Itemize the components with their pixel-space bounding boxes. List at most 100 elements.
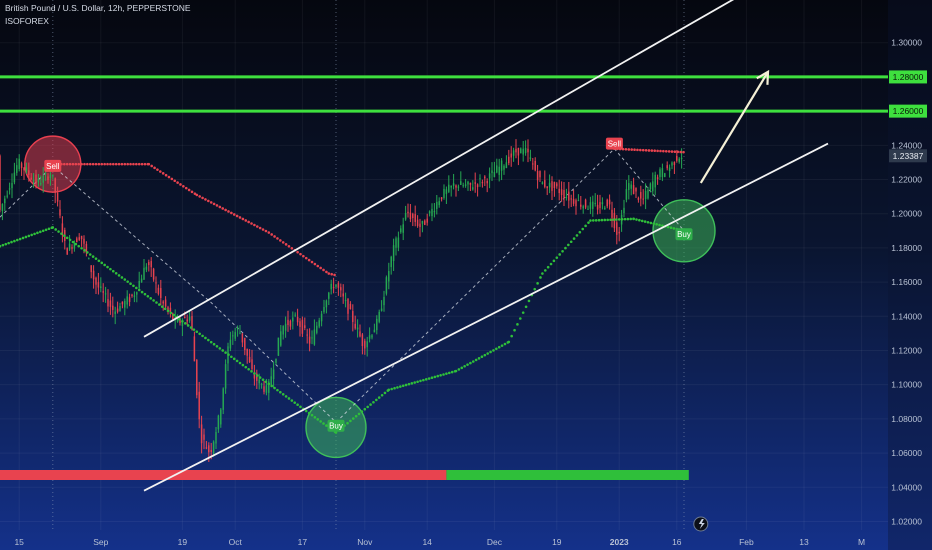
candle-down <box>613 212 616 229</box>
trailing-stop-dot-red <box>639 148 642 152</box>
candle-up <box>644 190 647 200</box>
candle-up <box>356 327 359 330</box>
trailing-stop-dot-green <box>442 373 445 376</box>
trailing-stop-dot-green <box>39 230 42 234</box>
trailing-stop-dot-red <box>167 175 171 179</box>
candle-up <box>443 188 445 198</box>
trailing-stop-dot-red <box>109 162 112 166</box>
candle-up <box>49 174 52 179</box>
candle-down <box>35 174 37 184</box>
candle-up <box>222 388 224 410</box>
candle-up <box>52 174 54 176</box>
trailing-stop-dot-red <box>120 162 124 166</box>
trailing-stop-dot-green <box>47 227 51 231</box>
candle-up <box>433 210 436 213</box>
y-tick-label: 1.04000 <box>891 482 922 492</box>
trailing-stop-dot-green <box>354 414 358 418</box>
candle-down <box>510 153 512 158</box>
trailing-stop-dot-green <box>244 365 248 369</box>
candle-up <box>436 201 438 209</box>
candle-up <box>380 308 383 311</box>
trailing-stop-dot-red <box>227 210 230 213</box>
trailing-stop-dot-green <box>279 390 282 394</box>
candle-down <box>131 294 133 297</box>
candle-down <box>186 319 188 322</box>
trailing-stop-dot-green <box>581 227 585 231</box>
trailing-stop-dot-green <box>334 431 338 434</box>
candle-up <box>318 320 320 327</box>
trailing-stop-dot-red <box>147 162 151 166</box>
x-tick-label: 13 <box>799 537 809 547</box>
trailing-stop-dot-green <box>261 378 265 381</box>
trailing-stop-dot-green <box>186 324 190 327</box>
trailing-stop-dot-red <box>106 162 109 166</box>
buy-signal-text: Buy <box>329 422 343 431</box>
trailing-stop-dot-red <box>212 202 216 206</box>
trailing-stop-dot-green <box>106 265 109 269</box>
trailing-stop-dot-green <box>424 378 428 381</box>
trailing-stop-dot-red <box>198 195 201 198</box>
candle-down <box>109 300 112 307</box>
trailing-stop-dot-green <box>457 368 461 371</box>
trailing-stop-dot-green <box>74 242 78 246</box>
candle-up <box>215 432 217 444</box>
x-tick-label: 14 <box>422 537 432 547</box>
candle-up <box>325 300 328 308</box>
trailing-stop-dot-green <box>416 380 419 384</box>
trailing-stop-dot-red <box>264 229 268 233</box>
candle-up <box>282 326 284 335</box>
trailing-stop-dot-green <box>615 218 618 221</box>
channel-line-lower <box>143 142 829 492</box>
trailing-stop-dot-red <box>270 233 273 236</box>
candle-up <box>272 369 275 380</box>
trailing-stop-dot-green <box>313 415 317 419</box>
trailing-stop-dot-green <box>503 342 507 346</box>
trailing-stop-dot-green <box>564 246 567 250</box>
candle-down <box>157 287 160 294</box>
trailing-stop-dot-green <box>549 262 553 266</box>
trailing-stop-dot-green <box>241 363 245 367</box>
candle-down <box>0 155 1 210</box>
trailing-stop-dot-red <box>307 258 311 262</box>
trailing-stop-dot-green <box>666 225 670 229</box>
candle-down <box>193 336 196 362</box>
candle-down <box>85 243 88 253</box>
trailing-stop-dot-green <box>351 417 355 420</box>
candle-down <box>167 307 169 311</box>
candle-down <box>179 318 181 324</box>
candle-down <box>196 359 198 396</box>
trailing-stop-dot-green <box>669 226 673 230</box>
trailing-stop-dot-green <box>91 255 95 258</box>
candle-up <box>258 379 260 384</box>
trailing-stop-dot-green <box>445 372 448 375</box>
candle-down <box>412 213 414 219</box>
candle-up <box>577 200 580 202</box>
trailing-stop-dot-green <box>227 353 230 356</box>
candle-up <box>582 206 584 209</box>
trailing-stop-dot-green <box>215 345 219 348</box>
candle-up <box>37 178 40 183</box>
candle-up <box>452 183 455 186</box>
candle-down <box>160 288 162 298</box>
trailing-stop-dot-green <box>109 267 112 271</box>
candle-up <box>68 243 71 250</box>
candle-up <box>493 172 496 178</box>
trailing-stop-dot-red <box>679 150 682 154</box>
candle-down <box>563 189 565 199</box>
trailing-stop-dot-green <box>492 349 495 352</box>
trailing-stop-dot-green <box>454 369 458 373</box>
candle-down <box>263 386 265 392</box>
level-price-text: 1.26000 <box>893 106 924 116</box>
trailing-stop-dot-green <box>114 271 118 275</box>
candle-down <box>246 348 248 356</box>
trailing-stop-dot-green <box>606 218 609 222</box>
candle-up <box>664 173 666 177</box>
candle-up <box>488 173 491 179</box>
candle-down <box>632 185 635 195</box>
candle-up <box>388 271 390 282</box>
trailing-stop-dot-green <box>460 366 464 370</box>
sell-signal-box <box>44 159 62 172</box>
trailing-stop-dot-red <box>670 150 674 153</box>
